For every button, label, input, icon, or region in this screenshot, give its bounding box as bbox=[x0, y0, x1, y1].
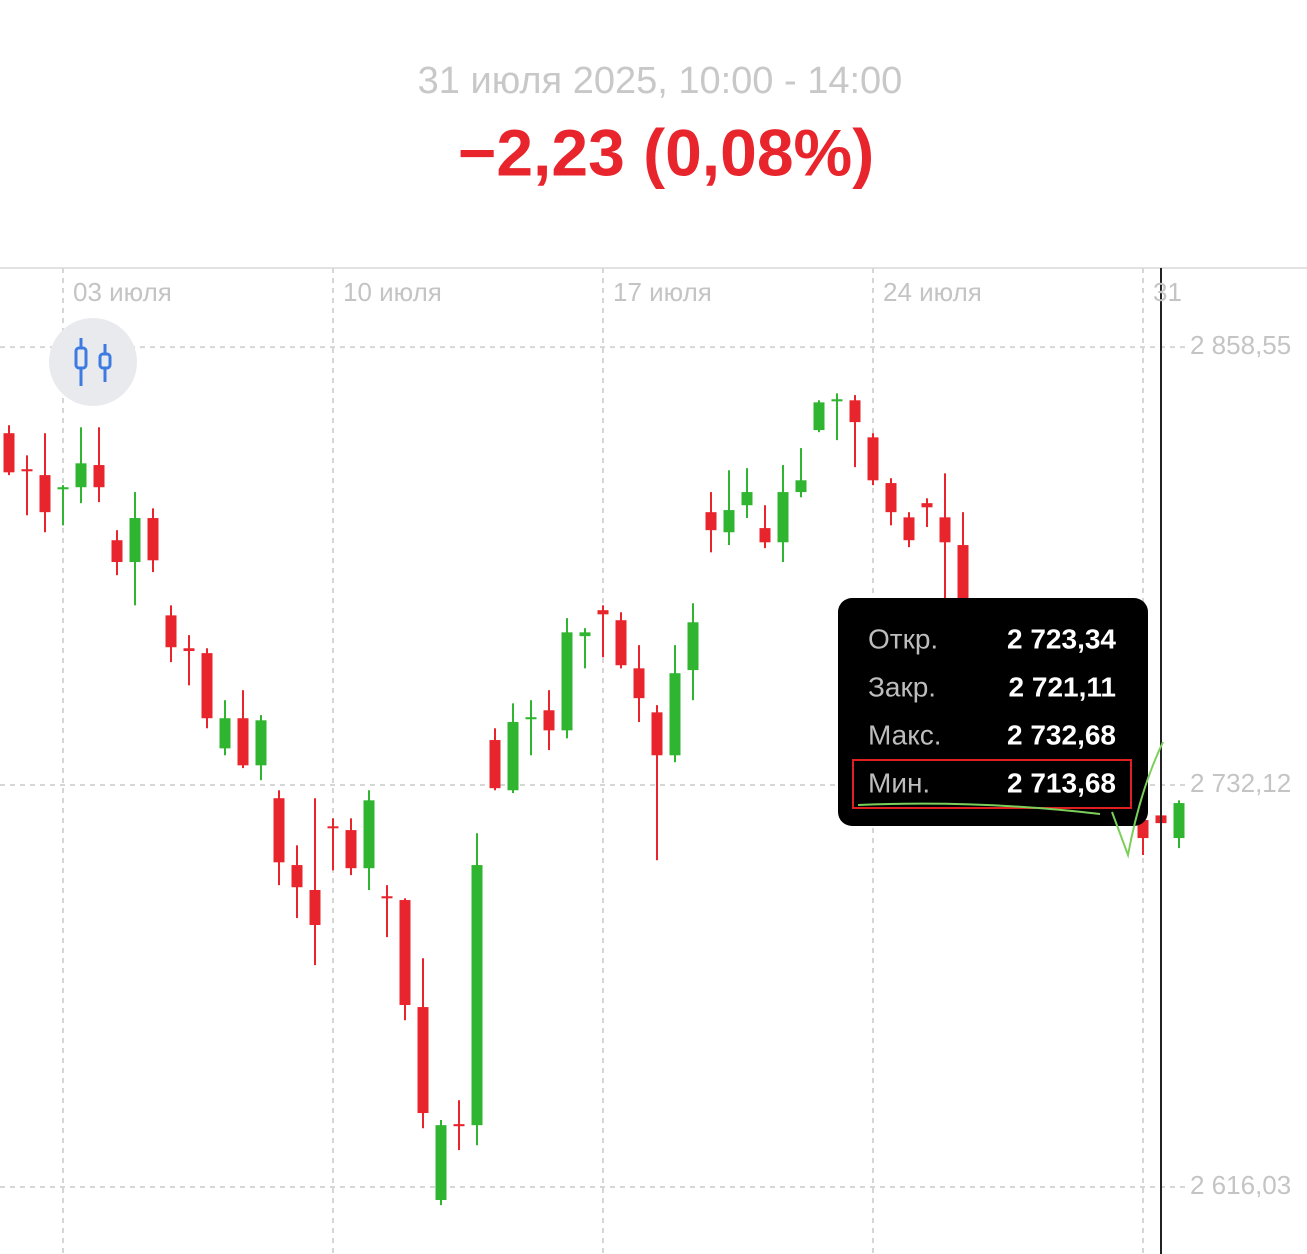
hand-annotation-box bbox=[852, 759, 1132, 809]
tooltip-label: Откр. bbox=[868, 623, 938, 654]
candle-body bbox=[957, 545, 969, 621]
candle-body bbox=[21, 469, 33, 472]
candle-body bbox=[939, 517, 951, 543]
candle-body bbox=[615, 620, 627, 666]
candle-body bbox=[273, 798, 285, 863]
candle-body bbox=[723, 510, 735, 533]
candle-body bbox=[129, 518, 141, 563]
candle-body bbox=[795, 480, 807, 493]
candle-body bbox=[417, 1007, 429, 1114]
candle-body bbox=[255, 720, 267, 766]
y-tick-label: 2 732,12 bbox=[1190, 768, 1291, 798]
candle-body bbox=[363, 800, 375, 869]
candle-body bbox=[309, 890, 321, 925]
x-tick-label: 17 июля bbox=[613, 277, 712, 307]
candle-body bbox=[489, 740, 501, 789]
candle-body bbox=[111, 540, 123, 563]
x-tick-label: 03 июля bbox=[73, 277, 172, 307]
x-tick-label: 24 июля bbox=[883, 277, 982, 307]
x-tick-label: 10 июля bbox=[343, 277, 442, 307]
x-tick-label: 31 bbox=[1153, 277, 1182, 307]
candle-body bbox=[165, 615, 177, 648]
candle-body bbox=[903, 517, 915, 541]
candle-body bbox=[237, 718, 249, 766]
candle-body bbox=[291, 865, 303, 888]
candle-body bbox=[3, 433, 15, 473]
candle-body bbox=[39, 475, 51, 513]
candle-body bbox=[579, 632, 591, 637]
candle-body bbox=[201, 653, 213, 719]
tooltip-value: 2 713,68 bbox=[1007, 767, 1116, 798]
tooltip: Откр. 2 723,34 Закр. 2 721,11 Макс. 2 732,68 М… bbox=[838, 598, 1148, 826]
candle-body bbox=[183, 648, 195, 652]
candle-body bbox=[1137, 820, 1149, 839]
candle-body bbox=[561, 632, 573, 731]
chart-type-button[interactable] bbox=[49, 318, 137, 406]
y-tick-label: 2 616,03 bbox=[1190, 1170, 1291, 1200]
candle-body bbox=[345, 830, 357, 869]
tooltip-value: 2 721,11 bbox=[1009, 671, 1116, 702]
candles bbox=[3, 393, 1185, 1206]
candle-body bbox=[597, 610, 609, 615]
candle-body bbox=[777, 492, 789, 543]
candle-body bbox=[867, 437, 879, 481]
chart-subtitle: 31 июля 2025, 10:00 - 14:00 bbox=[418, 60, 903, 102]
candle-body bbox=[813, 402, 825, 431]
tooltip-bg bbox=[838, 598, 1148, 826]
tooltip-label: Макс. bbox=[868, 719, 942, 750]
button-bg[interactable] bbox=[49, 318, 137, 406]
candle-body bbox=[759, 528, 771, 543]
candle-body bbox=[741, 492, 753, 506]
candle-body bbox=[507, 722, 519, 791]
candle-body bbox=[399, 900, 411, 1005]
candle-body bbox=[651, 712, 663, 756]
candle-body bbox=[435, 1125, 447, 1200]
candle-body bbox=[849, 400, 861, 423]
candle-body bbox=[327, 826, 339, 829]
candle-body bbox=[1173, 803, 1185, 839]
candle-body bbox=[381, 896, 393, 899]
candle-body bbox=[705, 512, 717, 531]
icon bbox=[98, 352, 112, 370]
candle-body bbox=[525, 717, 537, 720]
candle-body bbox=[543, 710, 555, 731]
candle-body bbox=[687, 622, 699, 671]
tooltip-label: Закр. bbox=[868, 671, 936, 702]
candle-body bbox=[57, 487, 69, 490]
candle-body bbox=[453, 1124, 465, 1127]
candle-body bbox=[147, 518, 159, 561]
candle-body bbox=[885, 483, 897, 513]
candle-body bbox=[93, 465, 105, 488]
candle-body bbox=[669, 673, 681, 756]
y-tick-label: 2 858,55 bbox=[1190, 330, 1291, 360]
tooltip-value: 2 723,34 bbox=[1007, 623, 1116, 654]
candle-body bbox=[471, 865, 483, 1126]
candle-body bbox=[831, 399, 843, 402]
candle-body bbox=[219, 718, 231, 749]
icon bbox=[74, 346, 88, 370]
chart-title: −2,23 (0,08%) bbox=[458, 115, 874, 189]
tooltip-label: Мин. bbox=[868, 767, 930, 798]
candle-body bbox=[75, 463, 87, 488]
hand-annotation-check bbox=[857, 741, 1164, 859]
tooltip-value: 2 732,68 bbox=[1007, 719, 1116, 750]
candle-body bbox=[633, 668, 645, 699]
candle-body bbox=[921, 503, 933, 508]
